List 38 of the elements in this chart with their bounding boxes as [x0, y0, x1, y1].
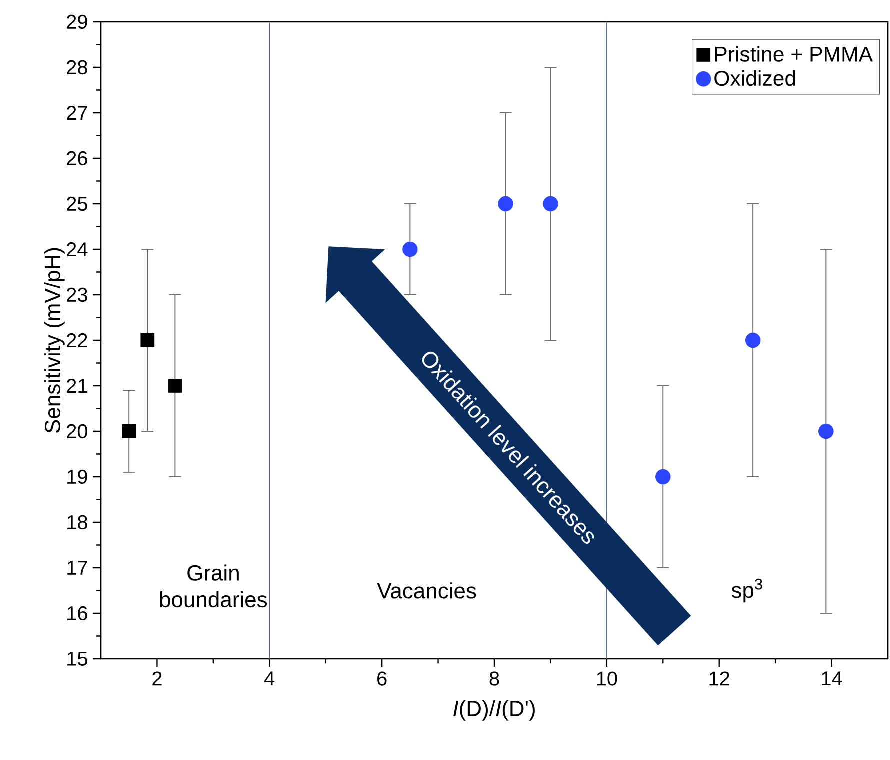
point — [656, 469, 671, 485]
legend-label: Oxidized — [714, 70, 796, 86]
y-tick-label: 19 — [68, 470, 88, 484]
point — [818, 424, 834, 440]
y-tick-label: 23 — [67, 288, 88, 302]
y-tick-label: 21 — [67, 379, 88, 393]
y-tick-label: 22 — [67, 334, 88, 348]
y-axis-title: Sensitivity (mV/pH) — [44, 248, 65, 434]
y-tick-label: 17 — [68, 561, 88, 575]
point — [498, 196, 514, 212]
point — [168, 379, 182, 393]
y-tick-label: 26 — [67, 151, 88, 166]
x-tick-label: 8 — [490, 672, 500, 686]
x-axis-title: I(D)/I(D') — [454, 700, 535, 721]
y-tick-label: 24 — [67, 242, 88, 256]
x-tick-label: 4 — [264, 672, 275, 686]
y-tick-label: 15 — [68, 652, 88, 666]
x-tick-label: 2 — [152, 672, 162, 686]
annotation: Vacancies — [377, 582, 476, 599]
y-tick-label: 25 — [67, 196, 88, 212]
x-tick-label: 6 — [378, 672, 387, 686]
y-tick-label: 29 — [67, 14, 88, 30]
point — [745, 332, 761, 348]
point — [543, 196, 558, 212]
legend-label: Pristine + PMMA — [715, 46, 873, 62]
y-tick-label: 20 — [67, 424, 88, 439]
point — [140, 334, 155, 348]
annotation: Grain boundaries — [160, 564, 268, 608]
y-tick-label: 16 — [68, 606, 88, 621]
point — [122, 424, 136, 438]
x-tick-label: 10 — [597, 672, 618, 686]
y-tick-label: 18 — [68, 515, 88, 530]
point — [402, 242, 418, 258]
y-tick-label: 28 — [67, 60, 88, 75]
y-tick-label: 27 — [67, 106, 88, 120]
x-tick-label: 12 — [710, 672, 730, 686]
annotation: sp$^{3}$ — [732, 578, 762, 603]
x-tick-label: 14 — [822, 672, 842, 686]
